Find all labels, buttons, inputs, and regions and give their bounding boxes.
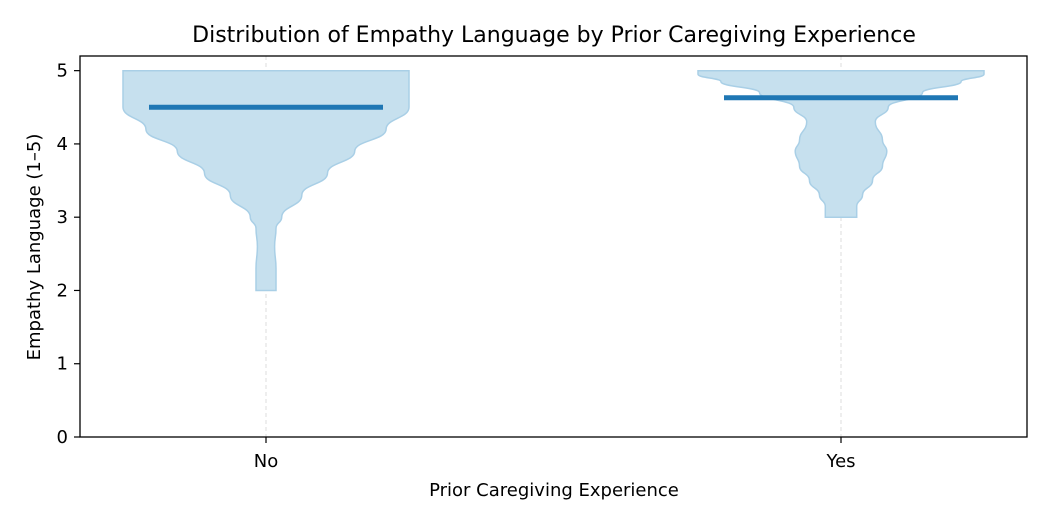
x-axis-label: Prior Caregiving Experience bbox=[429, 480, 679, 501]
y-axis: 0 1 2 3 4 5 bbox=[57, 61, 80, 448]
y-axis-label: Empathy Language (1–5) bbox=[24, 134, 45, 361]
y-tick-label: 2 bbox=[57, 280, 68, 301]
violin-no bbox=[122, 69, 410, 292]
medians bbox=[149, 95, 958, 110]
plot-frame bbox=[79, 55, 1028, 438]
y-tick-label: 4 bbox=[57, 134, 68, 155]
y-tick-label: 5 bbox=[57, 61, 68, 82]
violins bbox=[122, 69, 985, 292]
x-tick-label-no: No bbox=[254, 451, 278, 472]
y-tick-label: 1 bbox=[57, 354, 68, 375]
x-tick-label-yes: Yes bbox=[825, 451, 855, 472]
violin-yes bbox=[697, 69, 985, 218]
y-tick-label: 3 bbox=[57, 207, 68, 228]
chart-title: Distribution of Empathy Language by Prio… bbox=[192, 23, 916, 48]
x-axis: No Yes bbox=[254, 437, 856, 472]
y-tick-label: 0 bbox=[57, 427, 68, 448]
